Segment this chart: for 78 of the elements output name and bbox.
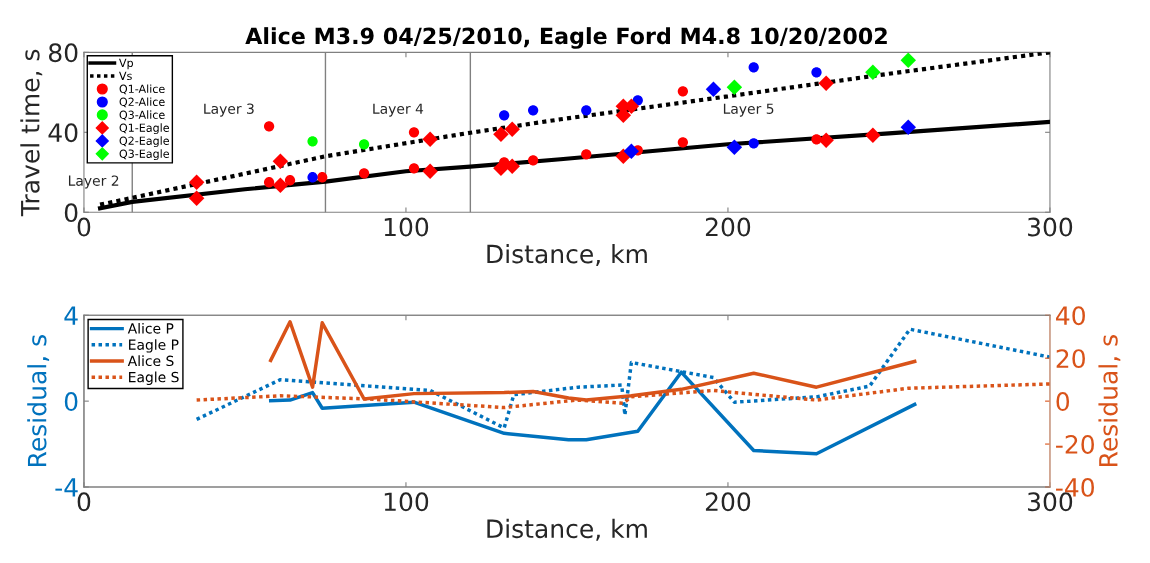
legend-label: Q3-Alice	[119, 110, 165, 121]
point	[527, 105, 539, 116]
point	[581, 105, 592, 116]
legend-label: Vp	[119, 58, 133, 70]
point	[818, 132, 834, 149]
point	[307, 136, 318, 147]
point	[705, 81, 722, 98]
y-tick-label: 40	[48, 123, 78, 143]
legend-label: Eagle P	[129, 339, 179, 353]
point	[307, 172, 318, 183]
point	[865, 64, 881, 81]
point	[726, 139, 743, 156]
point	[493, 160, 509, 177]
y-tick-label: 4	[64, 306, 78, 325]
annotation: Layer 5	[723, 103, 774, 117]
y2-tick-label: 40	[1056, 306, 1085, 326]
point	[865, 127, 881, 144]
x-axis-title: Distance, km	[487, 244, 647, 266]
y-tick-label: 0	[64, 392, 78, 411]
point	[726, 79, 743, 96]
point	[188, 174, 205, 190]
point	[677, 137, 689, 148]
point	[748, 62, 759, 73]
annotation: Layer 4	[373, 103, 424, 117]
x-tick-label: 300	[1028, 217, 1073, 237]
point	[422, 131, 438, 148]
y-axis-title: Residual, s	[27, 335, 50, 466]
x-tick-label: 0	[77, 217, 91, 237]
legend-label: Q2-Eagle	[119, 136, 169, 148]
y-tick-label: 80	[48, 43, 78, 63]
annotation: Layer 3	[204, 103, 254, 117]
point	[263, 177, 275, 188]
y2-tick-label: 20	[1056, 349, 1085, 369]
point	[900, 52, 916, 69]
point	[272, 153, 289, 170]
point	[284, 175, 296, 186]
chart-title: Alice M3.9 04/25/2010, Eagle Ford M4.8 10/20/2002	[245, 27, 887, 49]
point	[317, 172, 328, 183]
legend-label: Vs	[119, 71, 132, 81]
legend-label: Alice S	[127, 355, 174, 367]
point	[358, 139, 370, 150]
point	[272, 177, 289, 193]
x-tick-label: 100	[384, 492, 429, 512]
point	[527, 155, 539, 166]
legend-label: Q3-Eagle	[119, 149, 169, 161]
legend-label: Q1-Eagle	[119, 123, 169, 135]
y2-tick-label: 0	[1056, 392, 1070, 411]
point	[408, 127, 420, 138]
y2-axis-title: Residual, s	[1098, 335, 1121, 466]
point	[358, 168, 370, 179]
point	[499, 110, 510, 121]
point	[677, 86, 689, 97]
x-tick-label: 100	[384, 217, 429, 237]
point	[188, 190, 205, 206]
y-axis-title: Travel time, s	[20, 49, 43, 217]
annotation: Layer 2	[68, 175, 119, 189]
x-tick-label: 0	[77, 492, 91, 512]
point	[408, 163, 420, 174]
legend-label: Q1-Alice	[119, 84, 165, 95]
point	[623, 143, 640, 160]
y-tick-label: 0	[64, 203, 78, 223]
point	[493, 126, 509, 143]
legend-label: Q2-Alice	[119, 97, 165, 108]
point	[504, 121, 520, 138]
point	[818, 75, 834, 92]
legend-label: Alice P	[127, 322, 174, 334]
point	[263, 121, 275, 132]
legend-label: Eagle S	[129, 371, 179, 386]
x-tick-label: 200	[705, 492, 751, 512]
y2-tick-label: -20	[1056, 435, 1094, 454]
point	[581, 149, 592, 160]
point	[748, 138, 759, 149]
x-axis-title: Distance, km	[487, 518, 647, 541]
point	[811, 67, 822, 78]
point	[900, 119, 916, 136]
y-tick-label: -4	[55, 478, 78, 497]
x-tick-label: 200	[705, 217, 751, 237]
point	[422, 163, 438, 180]
